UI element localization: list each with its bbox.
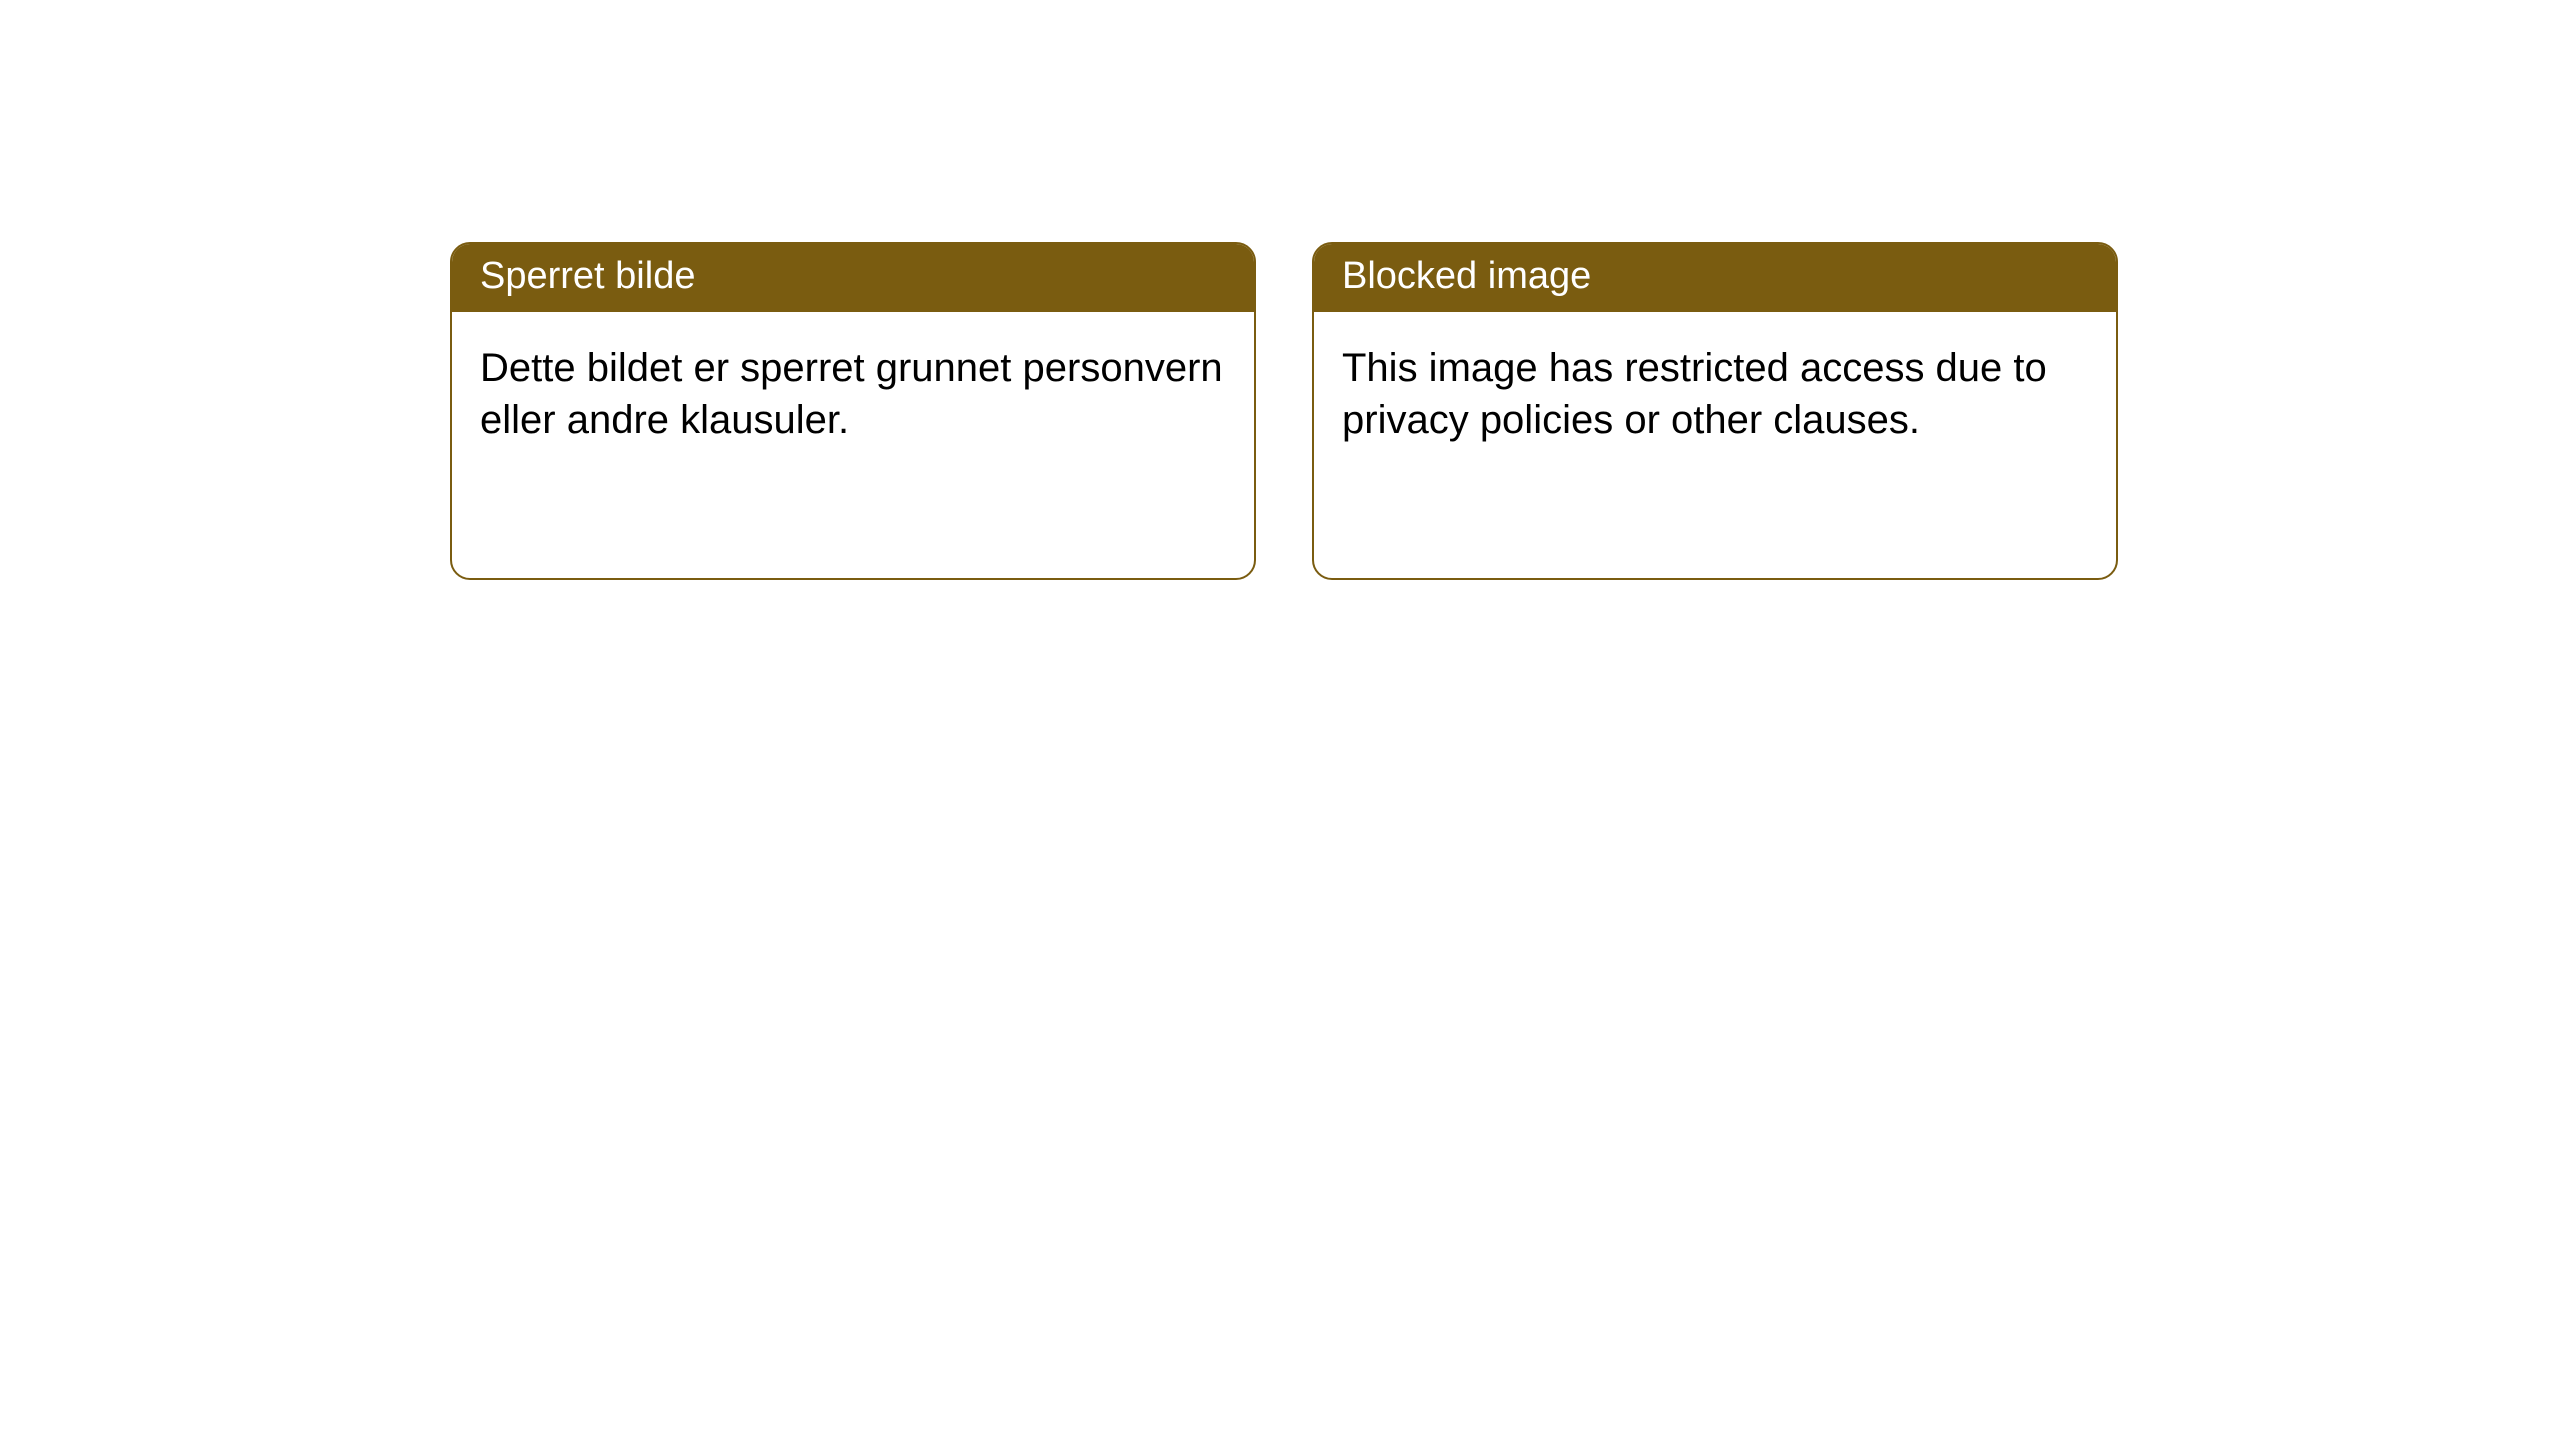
notice-container: Sperret bilde Dette bildet er sperret gr… xyxy=(0,0,2560,580)
notice-header: Sperret bilde xyxy=(452,244,1254,312)
notice-card-norwegian: Sperret bilde Dette bildet er sperret gr… xyxy=(450,242,1256,580)
notice-header: Blocked image xyxy=(1314,244,2116,312)
notice-body: This image has restricted access due to … xyxy=(1314,312,2116,476)
notice-body: Dette bildet er sperret grunnet personve… xyxy=(452,312,1254,476)
notice-card-english: Blocked image This image has restricted … xyxy=(1312,242,2118,580)
